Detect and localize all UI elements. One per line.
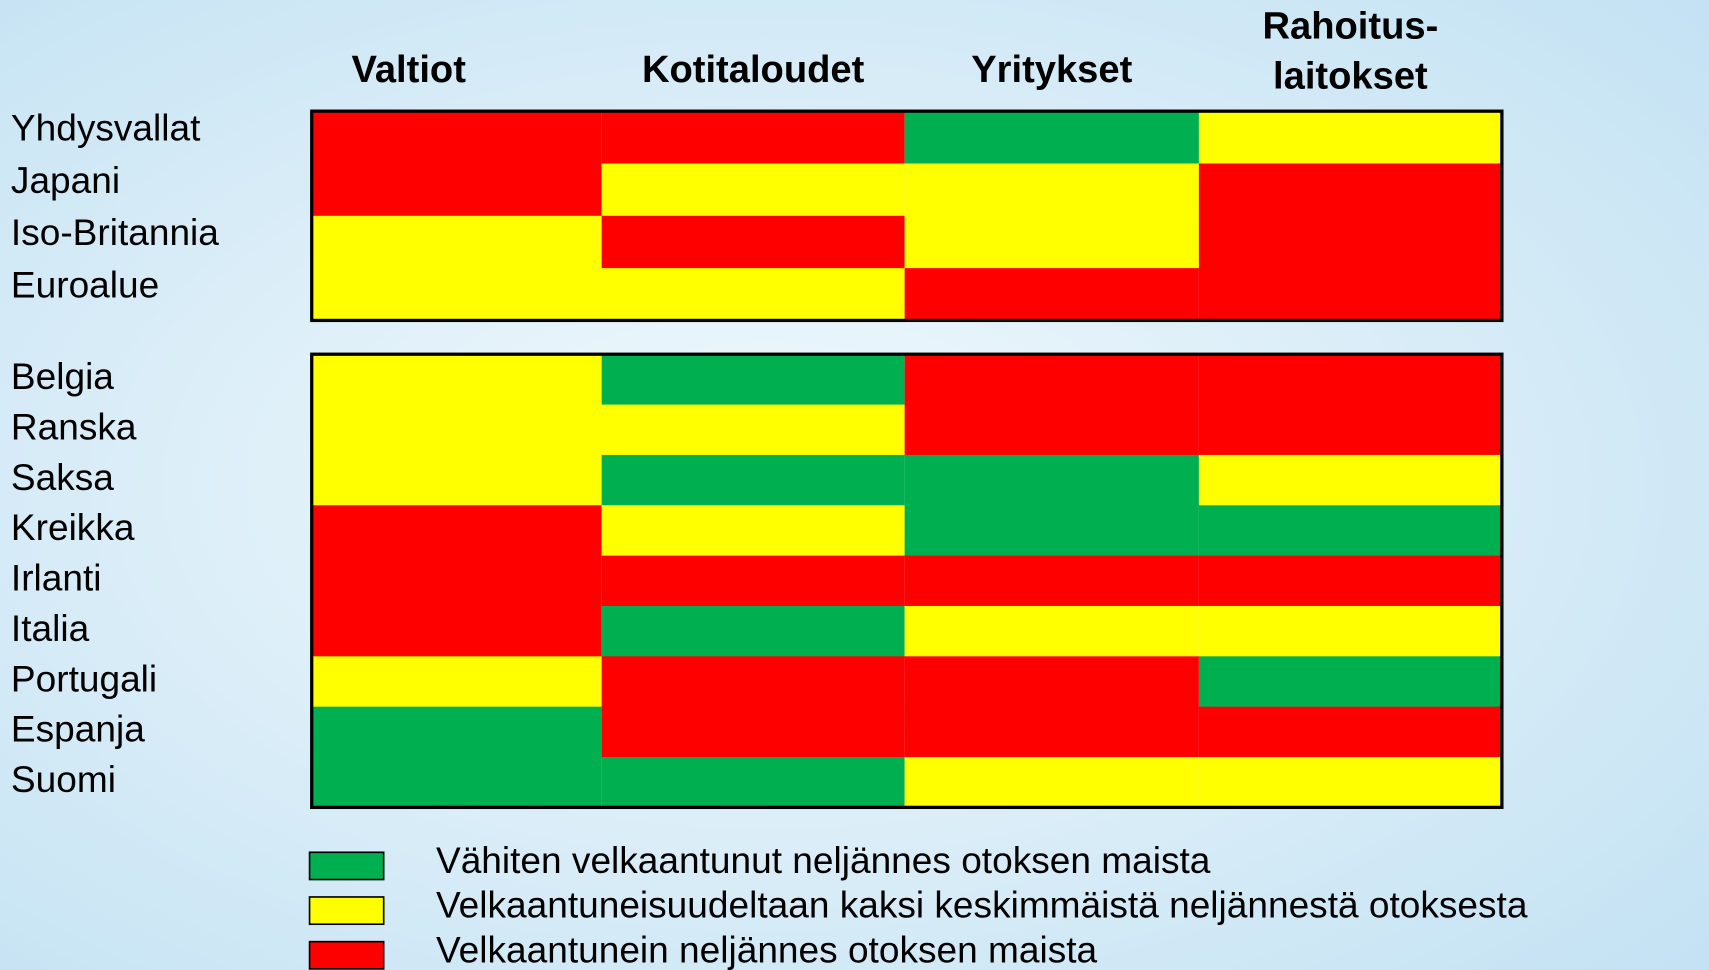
cell (904, 111, 1199, 165)
row-label: Iso-Britannia (11, 211, 219, 253)
cell (601, 163, 905, 217)
legend-swatch (308, 940, 385, 970)
row-label: Saksa (11, 456, 114, 498)
cell (601, 111, 905, 165)
cell (601, 215, 905, 269)
cell (1198, 706, 1502, 758)
cell (311, 757, 602, 808)
cell (904, 757, 1199, 808)
cell (904, 706, 1199, 758)
row-label: Euroalue (11, 264, 159, 306)
cell (904, 656, 1199, 708)
column-header: Kotitaloudet (642, 48, 865, 91)
cell (904, 163, 1199, 217)
row-label: Yhdysvallat (11, 107, 201, 149)
column-header: Rahoitus- (1263, 4, 1439, 47)
row-label: Belgia (11, 355, 114, 397)
cell (1198, 268, 1502, 321)
cell (1198, 605, 1502, 657)
cell (311, 505, 602, 557)
legend-label: Vähiten velkaantunut neljännes otoksen m… (436, 839, 1211, 881)
cell (601, 505, 905, 557)
legend-swatch (308, 851, 385, 881)
cell (311, 454, 602, 506)
block-border (310, 109, 1504, 323)
cell (904, 555, 1199, 607)
column-header: laitokset (1273, 55, 1428, 98)
cell (601, 757, 905, 808)
cell (601, 404, 905, 456)
cell (601, 555, 905, 607)
legend-label: Velkaantuneisuudeltaan kaksi keskimmäist… (436, 884, 1528, 926)
cell (904, 215, 1199, 269)
row-label: Irlanti (11, 557, 102, 599)
row-label: Japani (11, 159, 120, 201)
cell (601, 706, 905, 758)
cell (311, 215, 602, 269)
cell (311, 706, 602, 758)
cell (904, 505, 1199, 557)
cell (601, 656, 905, 708)
cell (1198, 757, 1502, 808)
cell (311, 605, 602, 657)
cell (1198, 111, 1502, 165)
cell (311, 111, 602, 165)
legend-label: Velkaantunein neljännes otoksen maista (436, 928, 1098, 970)
cell (311, 555, 602, 607)
cell (904, 268, 1199, 321)
cell (311, 354, 602, 406)
cell (904, 404, 1199, 456)
cell (311, 656, 602, 708)
cell (311, 163, 602, 217)
column-header: Yritykset (971, 48, 1132, 91)
cell (601, 454, 905, 506)
cell (601, 605, 905, 657)
column-header: Valtiot (352, 48, 467, 91)
cell (311, 268, 602, 321)
row-label: Suomi (11, 758, 116, 800)
block-border (310, 352, 1504, 810)
cell (1198, 163, 1502, 217)
cell (601, 354, 905, 406)
cell (311, 404, 602, 456)
cell (1198, 354, 1502, 406)
row-label: Kreikka (11, 506, 135, 548)
row-label: Espanja (11, 708, 145, 750)
cell (904, 454, 1199, 506)
row-label: Ranska (11, 406, 137, 448)
cell (904, 605, 1199, 657)
row-label: Portugali (11, 657, 157, 699)
cell (1198, 555, 1502, 607)
cell (1198, 454, 1502, 506)
legend-swatch (308, 896, 385, 926)
cell (1198, 505, 1502, 557)
cell (1198, 656, 1502, 708)
cell (1198, 404, 1502, 456)
cell (904, 354, 1199, 406)
row-label: Italia (11, 607, 90, 649)
cell (1198, 215, 1502, 269)
cell (601, 268, 905, 321)
